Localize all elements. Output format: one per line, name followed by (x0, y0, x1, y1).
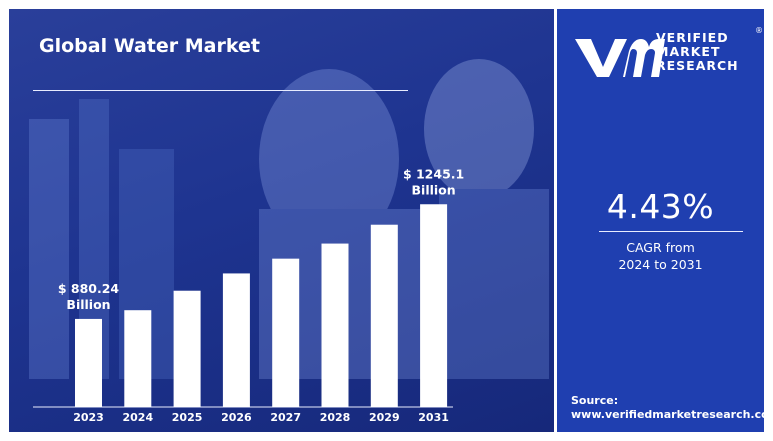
source-label: Source: (571, 394, 619, 407)
x-tick-label-2025: 2025 (172, 411, 203, 424)
chart-title: Global Water Market (39, 35, 260, 57)
x-tick-label-2027: 2027 (270, 411, 301, 424)
x-tick-label-2026: 2026 (221, 411, 252, 424)
data-label-2023-line-2: Billion (66, 297, 110, 312)
bar-2024 (124, 310, 152, 407)
data-label-2031-line-2: Billion (412, 182, 456, 197)
cagr-label: CAGR from 2024 to 2031 (557, 239, 764, 273)
bar-chart: 2023 2024 2025 2026 2027 2028 2029 2031 $ 880.24… (33, 166, 464, 424)
data-label-2031-line-1: $ 1245.1 (403, 166, 464, 181)
bar-2029 (370, 224, 398, 407)
bar-2031 (420, 204, 448, 407)
bar-2023 (75, 318, 102, 407)
infographic: Global Water Market 2023 2024 2025 2026 2027… (9, 9, 773, 432)
bar-2025 (173, 290, 201, 407)
chart-panel: Global Water Market 2023 2024 2025 2026 2027… (9, 9, 554, 432)
cagr-label-line-1: CAGR from (626, 240, 695, 255)
x-tick-label-2029: 2029 (369, 411, 400, 424)
source-note: Source: www.verifiedmarketresearch.com (571, 394, 773, 422)
x-tick-label-2024: 2024 (122, 411, 153, 424)
brand-line-2: MARKET (656, 44, 721, 59)
registered-mark: ® (755, 26, 763, 35)
x-tick-label-2031: 2031 (418, 411, 449, 424)
cagr-value: 4.43% (606, 187, 715, 226)
bar-2028 (321, 243, 349, 407)
title-divider (33, 90, 408, 91)
cagr-label-line-2: 2024 to 2031 (618, 257, 703, 272)
bar-2026 (222, 273, 250, 407)
vmr-logo-icon (575, 39, 665, 77)
brand-line-3: RESEARCH (656, 58, 739, 73)
data-label-2023-line-1: $ 880.24 (58, 281, 120, 296)
brand-line-1: VERIFIED (656, 30, 729, 45)
x-tick-label-2028: 2028 (320, 411, 351, 424)
x-tick-label-2023: 2023 (73, 411, 104, 424)
bar-2027 (272, 258, 300, 407)
cagr-divider (599, 231, 743, 232)
source-url: www.verifiedmarketresearch.com (571, 408, 773, 421)
brand-name: VERIFIED MARKET RESEARCH (656, 31, 739, 73)
info-panel: VERIFIED MARKET RESEARCH ® 4.43% CAGR fr… (557, 9, 773, 432)
